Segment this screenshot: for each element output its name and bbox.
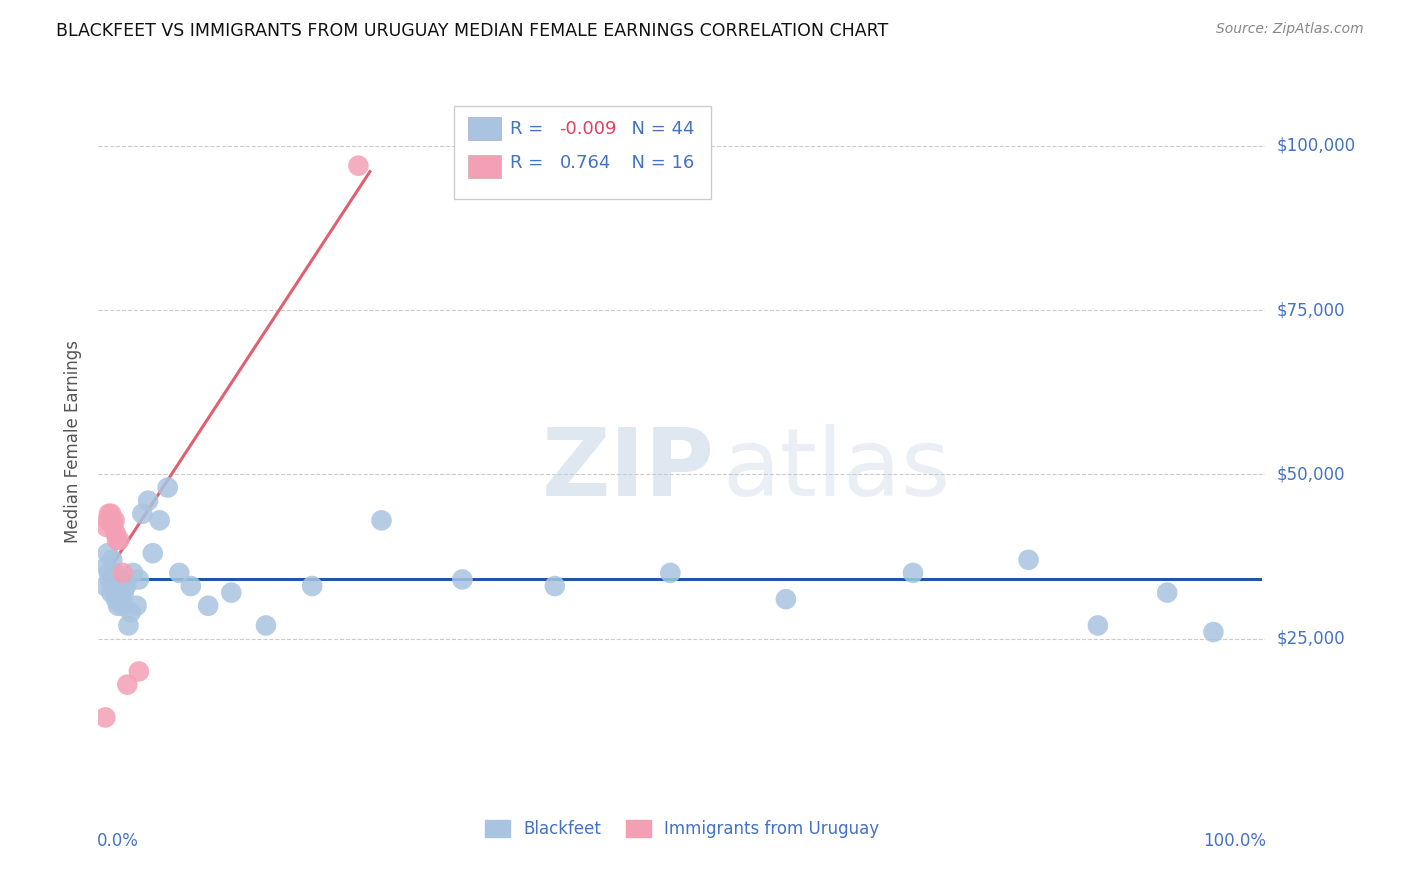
Point (104, 592, 127, 607)
Point (96, 520, 118, 534)
Point (1202, 625, 1225, 640)
Point (197, 599, 219, 613)
Point (97, 566, 120, 580)
Point (775, 592, 797, 607)
Text: 0.764: 0.764 (560, 154, 610, 172)
Point (98, 573, 121, 587)
Text: $25,000: $25,000 (1277, 630, 1346, 648)
Point (156, 481, 179, 495)
Point (131, 507, 153, 521)
Point (104, 526, 127, 541)
Point (97, 546, 120, 560)
Point (100, 507, 122, 521)
Text: ZIP: ZIP (541, 425, 714, 516)
Point (103, 520, 125, 534)
Text: 100.0%: 100.0% (1204, 831, 1267, 850)
Point (104, 513, 127, 527)
Point (122, 566, 145, 580)
Point (97, 513, 120, 527)
Point (544, 579, 567, 593)
Point (128, 665, 150, 679)
Point (101, 553, 124, 567)
Text: $50,000: $50,000 (1277, 466, 1346, 483)
Point (112, 585, 135, 599)
Text: R =: R = (510, 120, 550, 137)
Point (111, 599, 134, 613)
Point (110, 592, 132, 607)
Point (1018, 553, 1040, 567)
Point (180, 579, 202, 593)
Point (117, 618, 139, 632)
Point (1087, 618, 1109, 632)
Point (659, 566, 682, 580)
Text: -0.009: -0.009 (560, 120, 617, 137)
Point (115, 579, 138, 593)
Point (149, 513, 172, 527)
Point (169, 566, 191, 580)
Point (136, 493, 159, 508)
Point (105, 585, 128, 599)
Y-axis label: Median Female Earnings: Median Female Earnings (65, 340, 83, 543)
Text: atlas: atlas (723, 425, 950, 516)
Point (370, 513, 392, 527)
Point (301, 579, 323, 593)
FancyBboxPatch shape (454, 105, 711, 200)
Point (94, 579, 117, 593)
Point (108, 533, 131, 547)
Point (451, 573, 474, 587)
Text: N = 44: N = 44 (620, 120, 695, 137)
Point (108, 579, 131, 593)
Point (110, 573, 132, 587)
Text: N = 16: N = 16 (620, 154, 695, 172)
Point (1156, 585, 1178, 599)
Point (347, 159, 370, 173)
Point (117, 677, 139, 691)
Text: Source: ZipAtlas.com: Source: ZipAtlas.com (1216, 22, 1364, 37)
FancyBboxPatch shape (468, 154, 501, 178)
Point (101, 513, 124, 527)
Point (104, 566, 127, 580)
Point (901, 566, 924, 580)
Point (254, 618, 277, 632)
Legend: Blackfeet, Immigrants from Uruguay: Blackfeet, Immigrants from Uruguay (478, 814, 886, 845)
Point (111, 566, 134, 580)
Point (97, 507, 120, 521)
Text: 0.0%: 0.0% (97, 831, 139, 850)
Point (142, 546, 165, 560)
Point (96, 559, 118, 574)
Point (221, 585, 243, 599)
Text: $75,000: $75,000 (1277, 301, 1346, 319)
Point (98, 513, 121, 527)
Point (128, 573, 150, 587)
Text: $100,000: $100,000 (1277, 137, 1355, 155)
Point (105, 533, 128, 547)
Point (94, 710, 117, 724)
Text: R =: R = (510, 154, 555, 172)
Point (125, 599, 148, 613)
FancyBboxPatch shape (468, 117, 501, 140)
Point (120, 605, 142, 619)
Text: BLACKFEET VS IMMIGRANTS FROM URUGUAY MEDIAN FEMALE EARNINGS CORRELATION CHART: BLACKFEET VS IMMIGRANTS FROM URUGUAY MED… (56, 22, 889, 40)
Point (100, 585, 122, 599)
Point (103, 579, 125, 593)
Point (107, 599, 129, 613)
